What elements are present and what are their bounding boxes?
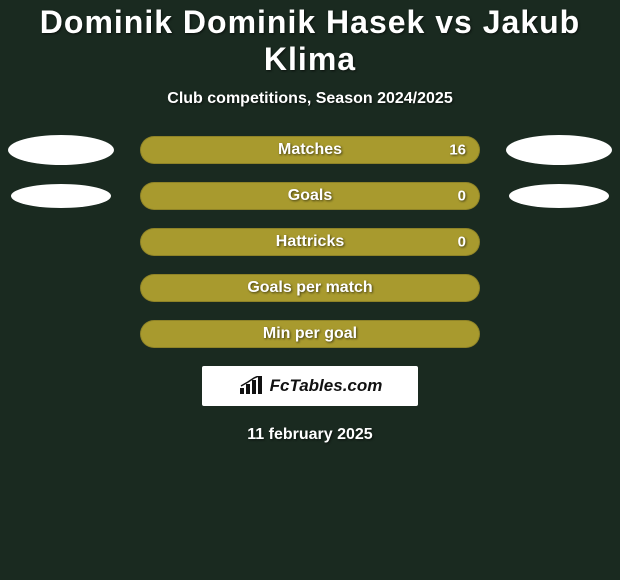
stat-bar: Matches 16 [140,136,480,164]
comparison-card: Dominik Dominik Hasek vs Jakub Klima Clu… [0,0,620,444]
bar-chart-icon [238,376,264,396]
page-title: Dominik Dominik Hasek vs Jakub Klima [0,4,620,78]
stat-label: Hattricks [276,233,344,251]
stat-label: Matches [278,141,342,159]
right-ellipse [480,228,612,256]
right-ellipse [480,320,612,348]
page-subtitle: Club competitions, Season 2024/2025 [0,90,620,108]
stat-bar: Goals per match [140,274,480,302]
stats-area: Matches 16 Goals 0 Hattricks 0 Goals per match… [0,136,620,348]
stat-row: Min per goal [0,320,620,348]
stat-row: Goals per match [0,274,620,302]
brand-text: FcTables.com [270,376,383,396]
stat-label: Min per goal [263,325,357,343]
left-ellipse [8,228,140,256]
left-ellipse [8,274,140,302]
right-ellipse [506,135,612,165]
stat-bar: Min per goal [140,320,480,348]
right-ellipse [509,184,609,208]
stat-row: Matches 16 [0,136,620,164]
stat-bar: Hattricks 0 [140,228,480,256]
left-ellipse [8,135,114,165]
stat-bar: Goals 0 [140,182,480,210]
footer-date: 11 february 2025 [0,426,620,444]
stat-value: 0 [458,234,466,251]
left-ellipse [8,320,140,348]
right-ellipse [480,274,612,302]
brand-badge: FcTables.com [202,366,418,406]
left-ellipse [11,184,111,208]
stat-value: 16 [449,142,466,159]
stat-value: 0 [458,188,466,205]
stat-row: Goals 0 [0,182,620,210]
stat-label: Goals [288,187,332,205]
stat-row: Hattricks 0 [0,228,620,256]
stat-label: Goals per match [247,279,372,297]
